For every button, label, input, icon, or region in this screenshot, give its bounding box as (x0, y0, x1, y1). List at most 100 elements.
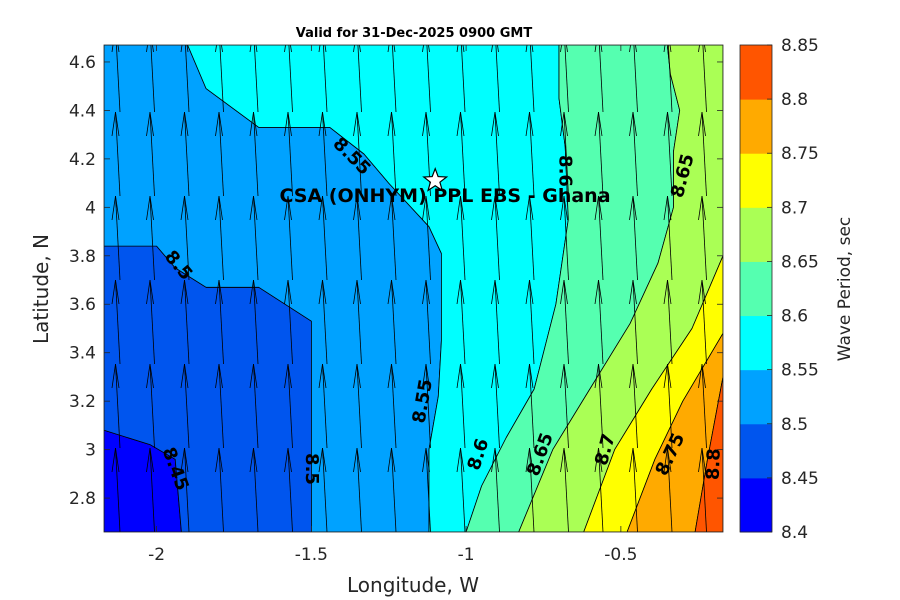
wave-arrow-101 (663, 45, 673, 113)
wave-arrow-50 (387, 279, 397, 365)
wave-arrow-57 (422, 195, 431, 281)
y-tick-label: 3.4 (69, 344, 96, 364)
colorbar-tick-label: 8.45 (781, 469, 819, 489)
wave-arrow-35 (284, 45, 293, 113)
plot-area: 8.458.58.558.58.558.68.68.658.658.7 8.75 8… (104, 45, 723, 532)
wave-arrow-33 (284, 195, 293, 281)
wave-arrow-93 (629, 195, 638, 281)
wave-arrow-66 (491, 447, 500, 532)
wave-arrow-30 (284, 447, 293, 532)
wave-arrow-32 (284, 279, 293, 365)
wave-arrow-77 (525, 45, 535, 113)
wave-arrow-49 (387, 363, 397, 449)
wave-arrow-105 (698, 195, 707, 281)
wave-arrow-60 (456, 447, 466, 532)
wave-arrow-2 (111, 279, 121, 365)
wave-arrow-79 (560, 363, 569, 449)
wave-arrow-91 (629, 363, 638, 449)
wave-arrow-76 (525, 111, 535, 197)
wave-arrow-82 (560, 111, 569, 197)
contour-regions (104, 45, 723, 532)
wave-arrow-98 (663, 279, 673, 365)
y-tick-label: 3 (85, 441, 96, 461)
wave-arrow-7 (146, 363, 155, 449)
wave-arrow-104 (698, 279, 707, 365)
site-marker-group: CSA (ONHYM) PPL EBS - Ghana (279, 166, 611, 207)
wave-arrow-102 (698, 447, 707, 532)
wave-arrow-21 (215, 195, 224, 281)
wave-arrow-67 (491, 363, 500, 449)
wave-arrow-89 (594, 45, 604, 113)
y-tick-label: 3.6 (69, 295, 96, 315)
wave-direction-arrows (111, 45, 707, 532)
wave-arrow-59 (422, 45, 431, 113)
y-tick-label: 4.4 (69, 101, 96, 121)
wave-arrow-85 (594, 363, 604, 449)
wave-arrow-41 (318, 45, 328, 113)
wave-arrow-51 (387, 195, 397, 281)
wave-arrow-83 (560, 45, 569, 113)
chart-title: Valid for 31-Dec-2025 0900 GMT (296, 26, 533, 41)
wave-arrow-24 (249, 447, 259, 532)
wave-arrow-96 (663, 447, 673, 532)
wave-arrow-74 (525, 279, 535, 365)
wave-arrow-26 (249, 279, 259, 365)
colorbar-tick-label: 8.55 (781, 361, 819, 381)
x-axis-label: Longitude, W (347, 573, 479, 597)
wave-arrow-44 (353, 279, 362, 365)
x-tick-label: -1.5 (295, 545, 328, 565)
x-tick-label: -0.5 (604, 545, 637, 565)
wave-arrow-70 (491, 111, 500, 197)
wave-arrow-36 (318, 447, 328, 532)
contour-region-8 (694, 376, 723, 532)
wave-arrow-88 (594, 111, 604, 197)
wave-arrow-94 (629, 111, 638, 197)
wave-arrow-71 (491, 45, 500, 113)
wave-arrow-63 (456, 195, 466, 281)
y-axis-ticks: 2.8 3 3.2 3.4 3.6 3.8 4 4.2 4.4 4.6 (69, 53, 723, 509)
wave-arrow-53 (387, 45, 397, 113)
wave-arrow-75 (525, 195, 535, 281)
wave-arrow-39 (318, 195, 328, 281)
colorbar: 8.4 8.45 8.5 8.55 8.6 8.65 8.7 8.75 8.8 8.85 (739, 36, 819, 543)
wave-arrow-8 (146, 279, 155, 365)
colorbar-swatch-5 (740, 207, 772, 262)
wave-arrow-61 (456, 363, 466, 449)
x-axis-ticks: -2 -1.5 -1 -0.5 (148, 45, 637, 565)
wave-arrow-20 (215, 279, 224, 365)
colorbar-swatch-2 (740, 369, 772, 425)
wave-arrow-68 (491, 279, 500, 365)
wave-arrow-72 (525, 447, 535, 532)
wave-arrow-107 (698, 45, 707, 113)
y-tick-label: 4.6 (69, 53, 96, 73)
wave-arrow-86 (594, 279, 604, 365)
colorbar-swatch-4 (740, 261, 772, 317)
wave-arrow-78 (560, 447, 569, 532)
wave-arrow-25 (249, 363, 259, 449)
colorbar-swatch-8 (740, 45, 772, 100)
wave-arrow-80 (560, 279, 569, 365)
wave-arrow-54 (422, 447, 431, 532)
wave-arrow-64 (456, 111, 466, 197)
wave-arrow-62 (456, 279, 466, 365)
wave-arrow-18 (215, 447, 224, 532)
wave-arrow-16 (180, 111, 190, 197)
wave-arrow-10 (146, 111, 155, 197)
wave-arrow-95 (629, 45, 638, 113)
wave-arrow-97 (663, 363, 673, 449)
wave-arrow-48 (387, 447, 397, 532)
colorbar-swatch-7 (740, 99, 772, 154)
wave-arrow-84 (594, 447, 604, 532)
wave-arrow-47 (353, 45, 362, 113)
y-tick-label: 3.8 (69, 247, 96, 267)
y-tick-label: 4.2 (69, 150, 96, 170)
wave-arrow-29 (249, 45, 259, 113)
colorbar-tick-label: 8.75 (781, 144, 819, 164)
wave-arrow-45 (353, 195, 362, 281)
x-tick-label: -1 (458, 545, 475, 565)
colorbar-label: Wave Period, sec (835, 217, 855, 362)
wave-arrow-65 (456, 45, 466, 113)
y-axis-label: Latitude, N (29, 234, 53, 344)
colorbar-tick-label: 8.5 (781, 415, 808, 435)
